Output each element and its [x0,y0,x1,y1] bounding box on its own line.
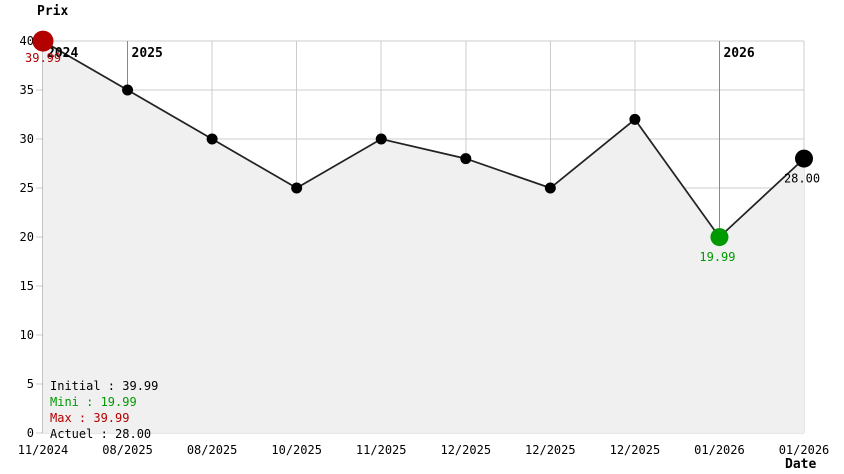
y-tick-label: 0 [27,426,34,440]
data-point [544,182,556,194]
x-tick-label: 12/2025 [610,443,661,457]
x-tick-label: 08/2025 [102,443,153,457]
y-tick-label: 10 [20,328,34,342]
point-value-label: 39.99 [25,51,61,65]
x-tick-label: 12/2025 [440,443,491,457]
legend-initial: Initial : 39.99 [50,379,159,393]
area-fill [43,41,804,434]
price-line [42,40,805,239]
y-tick-label: 5 [27,377,34,391]
data-point [206,133,218,145]
legend-max: Max : 39.99 [50,411,130,425]
x-tick-label: 01/2026 [694,443,745,457]
x-tick-label: 10/2025 [271,443,322,457]
chart-legend: Initial : 39.99 Mini : 19.99 Max : 39.99… [50,378,158,442]
y-tick-label: 40 [20,34,34,48]
y-tick-label: 15 [20,279,34,293]
y-tick-label: 30 [20,132,34,146]
x-tick-label: 11/2024 [18,443,69,457]
year-label: 2024 [47,46,78,61]
y-tick-label: 20 [20,230,34,244]
year-label: 2025 [132,46,163,61]
data-point [460,153,472,165]
x-tick-label: 08/2025 [187,443,238,457]
x-tick-label: 12/2025 [525,443,576,457]
x-tick-label: 01/2026 [779,443,830,457]
legend-actuel: Actuel : 28.00 [50,427,152,441]
year-label: 2026 [723,46,754,61]
data-point [375,133,387,145]
legend-mini: Mini : 19.99 [50,395,137,409]
x-axis-title: Date [785,457,817,472]
data-point-highlight [32,30,54,52]
data-point-highlight [795,149,813,168]
data-point [122,84,134,96]
y-tick-label: 35 [20,83,34,97]
data-point [629,113,641,125]
x-tick-label: 11/2025 [356,443,407,457]
data-point-highlight [710,228,729,247]
data-point [291,182,303,194]
y-tick-label: 25 [20,181,34,195]
y-axis-title: Prix [37,4,69,19]
point-value-label: 19.99 [699,250,735,264]
point-value-label: 28.00 [784,172,820,186]
